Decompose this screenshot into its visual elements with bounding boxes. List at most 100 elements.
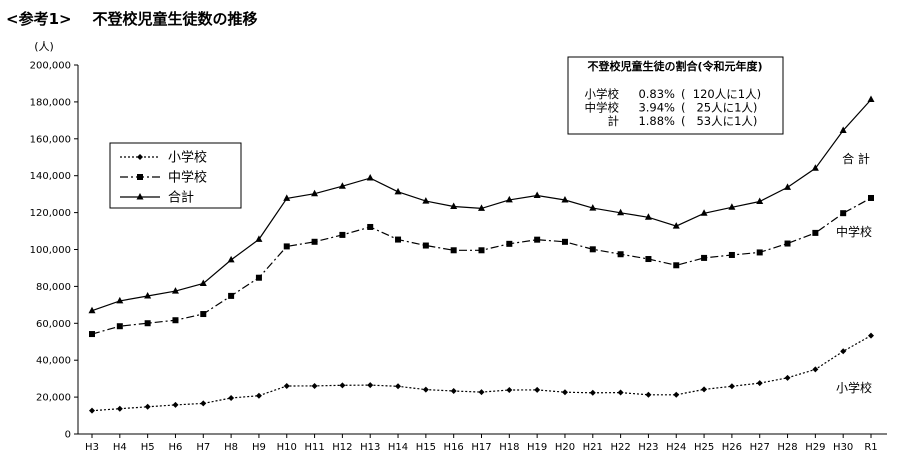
data-point bbox=[394, 187, 402, 195]
x-tick-label: H30 bbox=[833, 442, 853, 453]
legend-item: 小学校 bbox=[120, 150, 207, 166]
x-tick-label: H20 bbox=[555, 442, 575, 453]
series-end-label: 合 計 bbox=[842, 151, 870, 166]
x-tick-label: H27 bbox=[750, 442, 770, 453]
series-end-label: 小学校 bbox=[836, 380, 872, 395]
ratio-row-percent: 3.94% bbox=[638, 101, 675, 115]
data-point bbox=[589, 204, 597, 211]
x-tick-label: H28 bbox=[777, 442, 797, 453]
data-point bbox=[395, 236, 402, 243]
data-point bbox=[422, 197, 430, 204]
data-point bbox=[728, 251, 735, 258]
data-point bbox=[255, 235, 263, 242]
data-point bbox=[644, 213, 652, 220]
chart-axes: 0 20,000 40,000 60,000 80,000 100,000 120,000 1… bbox=[30, 61, 887, 453]
data-point bbox=[366, 174, 374, 181]
data-point bbox=[116, 323, 123, 330]
ratio-row-name: 中学校 bbox=[585, 101, 620, 115]
x-tick-label: H17 bbox=[471, 442, 491, 453]
x-tick-label: R1 bbox=[864, 442, 877, 453]
ratio-row: 計 1.88% ( 53人に1人) bbox=[608, 114, 758, 128]
data-point bbox=[116, 296, 124, 304]
data-point bbox=[701, 254, 708, 261]
y-tick-label: 20,000 bbox=[36, 393, 71, 404]
data-point bbox=[561, 238, 568, 245]
data-point bbox=[506, 387, 513, 394]
x-tick-label: H3 bbox=[85, 442, 99, 453]
ratio-row-ratio: ( 120人に1人) bbox=[681, 87, 761, 101]
x-tick-label: H19 bbox=[527, 442, 547, 453]
x-tick-label: H18 bbox=[499, 442, 519, 453]
data-point bbox=[144, 403, 151, 410]
data-point bbox=[673, 262, 680, 269]
x-tick-label: H12 bbox=[332, 442, 352, 453]
x-tick-label: H29 bbox=[805, 442, 825, 453]
y-tick-label: 140,000 bbox=[30, 171, 71, 182]
data-point bbox=[839, 126, 847, 133]
data-point bbox=[255, 274, 262, 281]
data-point bbox=[422, 386, 429, 393]
data-point bbox=[450, 387, 457, 394]
data-point bbox=[450, 247, 457, 254]
data-point bbox=[645, 256, 652, 263]
data-point bbox=[534, 236, 541, 243]
data-point bbox=[116, 405, 123, 412]
x-tick-label: H4 bbox=[113, 442, 127, 453]
series-triangle bbox=[88, 95, 875, 314]
data-point bbox=[89, 331, 95, 338]
data-point bbox=[367, 223, 374, 230]
chart-title: 不登校児童生徒数の推移 bbox=[92, 10, 258, 28]
data-point bbox=[311, 382, 318, 389]
ratio-row-percent: 1.88% bbox=[638, 114, 675, 128]
data-point bbox=[589, 389, 596, 396]
data-point bbox=[338, 182, 346, 189]
x-tick-label: H6 bbox=[169, 442, 183, 453]
x-tick-label: H9 bbox=[252, 442, 266, 453]
data-point bbox=[255, 392, 262, 399]
data-point bbox=[784, 240, 791, 247]
ratio-row-name: 計 bbox=[608, 114, 620, 128]
data-point bbox=[505, 195, 513, 203]
data-point bbox=[450, 202, 458, 209]
x-tick-label: H14 bbox=[388, 442, 408, 453]
data-point bbox=[840, 348, 847, 355]
data-point bbox=[534, 386, 541, 393]
legend-marker bbox=[137, 154, 143, 160]
x-tick-label: H25 bbox=[694, 442, 714, 453]
data-point bbox=[171, 287, 179, 294]
data-point bbox=[812, 229, 819, 236]
y-tick-label: 200,000 bbox=[30, 61, 71, 72]
legend-item: 合計 bbox=[120, 190, 194, 206]
data-point bbox=[617, 208, 625, 216]
x-tick-label: H24 bbox=[666, 442, 686, 453]
x-tick-label: H16 bbox=[444, 442, 464, 453]
data-point bbox=[672, 222, 680, 229]
x-tick-label: H23 bbox=[638, 442, 658, 453]
data-point bbox=[701, 386, 708, 393]
series-diamond bbox=[89, 332, 874, 414]
data-point bbox=[868, 194, 874, 201]
data-point bbox=[311, 238, 318, 245]
x-tick-label: H21 bbox=[583, 442, 603, 453]
ratio-row: 小学校 0.83% ( 120人に1人) bbox=[585, 87, 762, 101]
data-point bbox=[395, 383, 402, 390]
data-point bbox=[812, 366, 819, 373]
ratio-row: 中学校 3.94% ( 25人に1人) bbox=[585, 101, 758, 115]
data-point bbox=[144, 320, 151, 327]
x-tick-label: H7 bbox=[196, 442, 210, 453]
ratio-box-title: 不登校児童生徒の割合(令和元年度) bbox=[587, 59, 762, 73]
data-point bbox=[673, 391, 680, 398]
data-point bbox=[561, 389, 568, 396]
data-point bbox=[589, 246, 596, 253]
legend-item: 中学校 bbox=[120, 170, 207, 186]
ratio-row-ratio: ( 53人に1人) bbox=[681, 114, 757, 128]
data-point bbox=[784, 374, 791, 381]
data-point bbox=[645, 391, 652, 398]
y-tick-label: 80,000 bbox=[36, 282, 71, 293]
data-point bbox=[617, 251, 624, 258]
data-point bbox=[784, 183, 792, 190]
data-point bbox=[228, 292, 235, 299]
chart-series bbox=[88, 95, 875, 414]
